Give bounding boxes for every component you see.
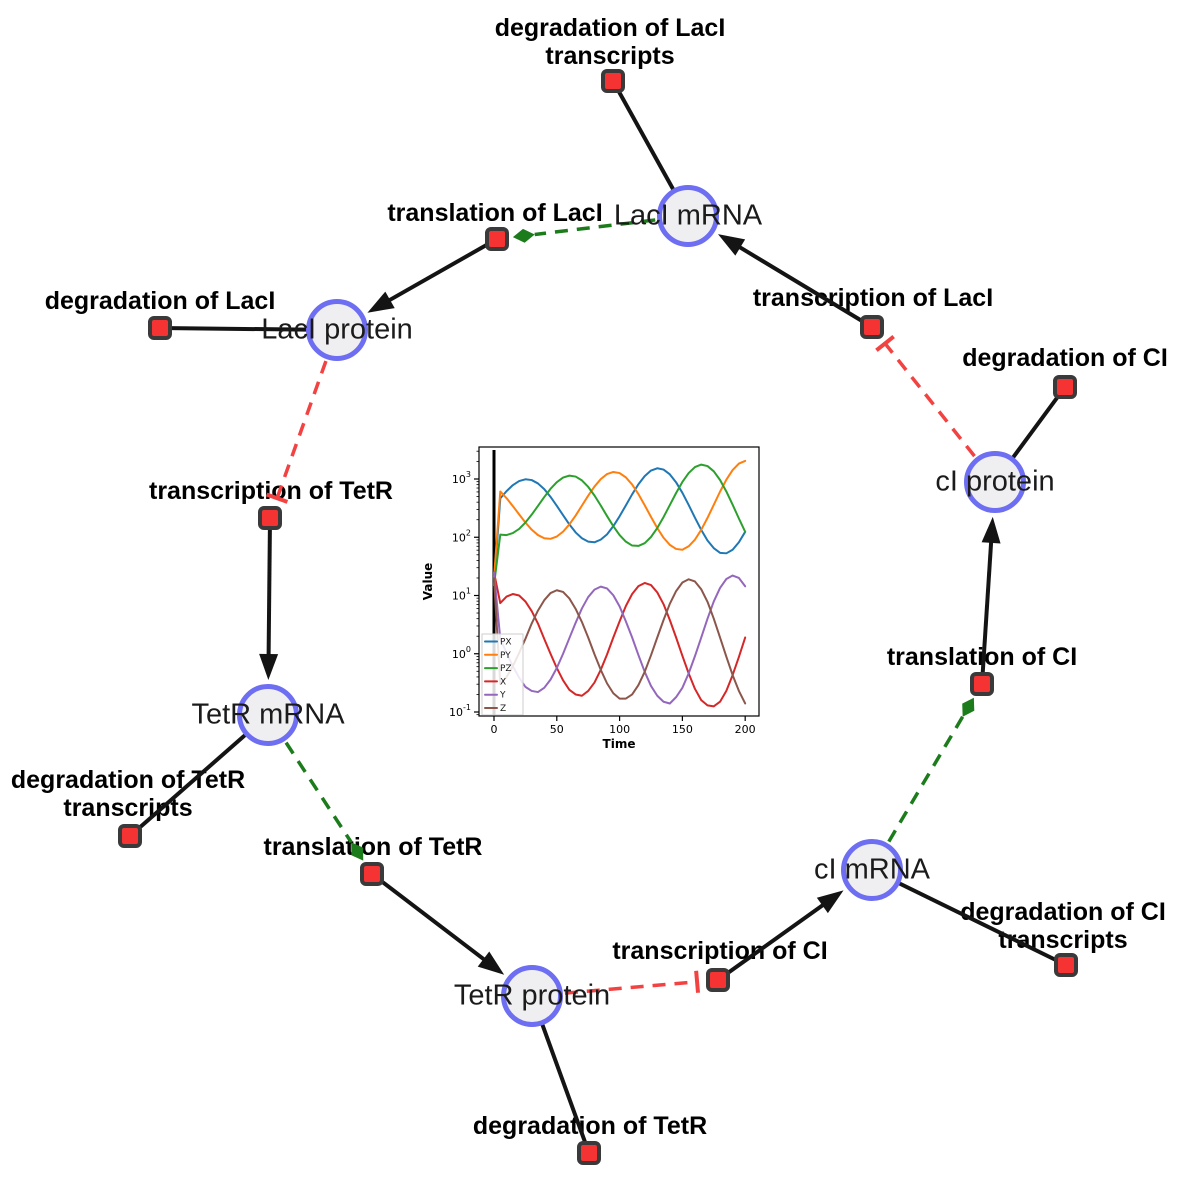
reaction-label-deg-ci: degradation of CI <box>962 344 1168 372</box>
reaction-label-line: degradation of LacI <box>494 14 726 42</box>
reaction-node-deg-laci-tr[interactable] <box>601 69 625 93</box>
species-node-laci-protein[interactable] <box>306 299 368 361</box>
reaction-node-tc-tetr[interactable] <box>258 506 282 530</box>
reaction-node-deg-tetr[interactable] <box>577 1141 601 1165</box>
reaction-node-deg-laci[interactable] <box>148 316 172 340</box>
time-course-plot <box>420 428 770 773</box>
species-node-ci-mrna[interactable] <box>841 839 903 901</box>
reaction-node-tl-laci[interactable] <box>485 227 509 251</box>
reaction-label-deg-laci: degradation of LacI <box>45 287 276 315</box>
reaction-node-tl-ci[interactable] <box>970 672 994 696</box>
reaction-node-tl-tetr[interactable] <box>360 862 384 886</box>
time-course-plot-canvas <box>420 428 770 773</box>
species-node-tetr-protein[interactable] <box>501 965 563 1027</box>
species-node-tetr-mrna[interactable] <box>237 684 299 746</box>
reaction-label-deg-laci-tr: degradation of LacI transcripts <box>495 14 726 70</box>
reaction-label-line: degradation of LacI <box>44 287 276 315</box>
reaction-node-tc-ci[interactable] <box>706 968 730 992</box>
reaction-node-deg-ci-tr[interactable] <box>1054 953 1078 977</box>
reaction-node-tc-laci[interactable] <box>860 315 884 339</box>
reaction-node-deg-tetr-tr[interactable] <box>118 824 142 848</box>
reaction-label-line: degradation of CI <box>962 344 1168 372</box>
species-node-ci-protein[interactable] <box>964 451 1026 513</box>
species-node-laci-mrna[interactable] <box>657 185 719 247</box>
reaction-node-deg-ci[interactable] <box>1053 375 1077 399</box>
reaction-label-line: transcripts <box>545 42 675 70</box>
